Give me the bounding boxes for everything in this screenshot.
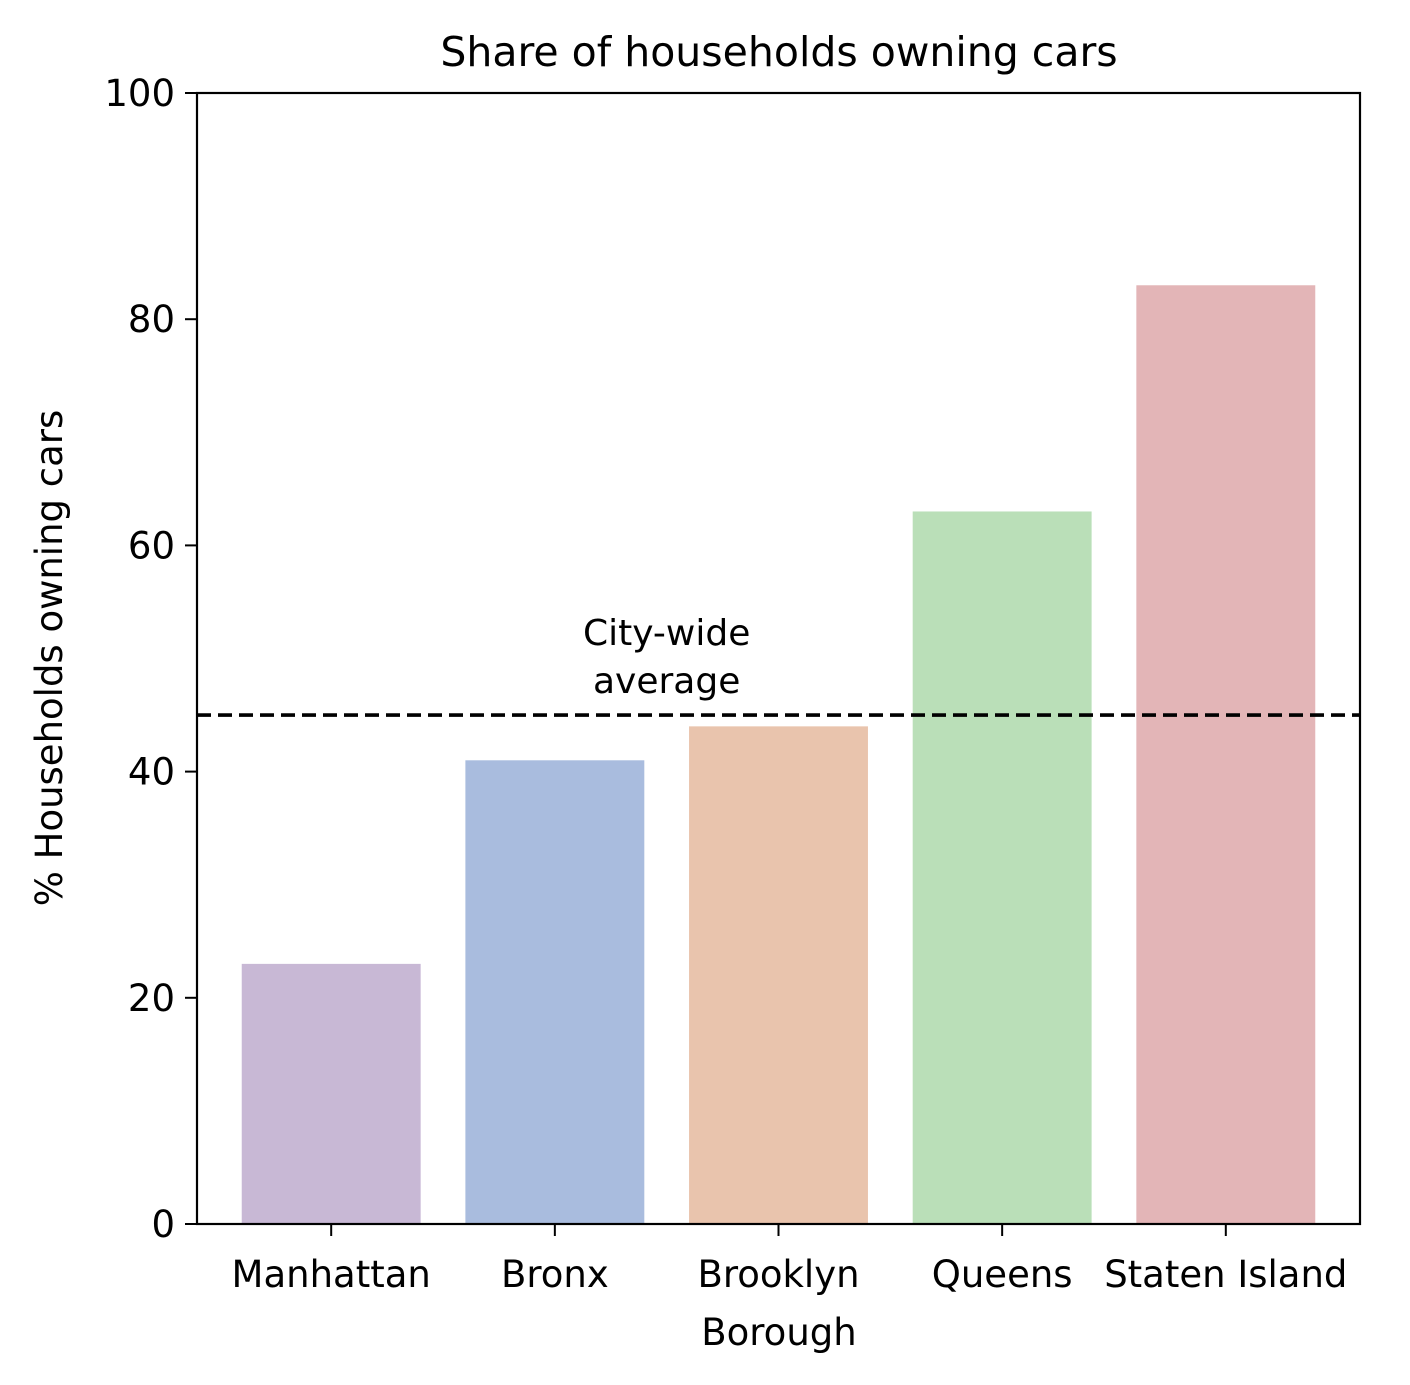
y-tick-label: 80 [128, 298, 175, 341]
y-tick-label: 20 [128, 977, 175, 1020]
y-tick-label: 100 [104, 72, 175, 115]
bar-queens [912, 511, 1092, 1225]
bar-brooklyn [689, 726, 868, 1224]
bar-manhattan [241, 963, 421, 1224]
y-tick-label: 40 [128, 751, 175, 794]
x-tick-label: Bronx [501, 1253, 609, 1296]
x-axis: Manhattan Bronx Brooklyn Queens Staten Islan… [232, 1224, 1347, 1296]
x-tick-label: Manhattan [232, 1253, 431, 1296]
reference-line-layer: City-wide average [197, 613, 1360, 717]
x-tick-label: Queens [932, 1253, 1073, 1296]
bar-bronx [465, 760, 645, 1224]
y-tick-label: 60 [128, 524, 175, 567]
chart-title: Share of households owning cars [440, 28, 1117, 76]
x-tick-label: Staten Island [1104, 1253, 1347, 1296]
bars-layer [241, 285, 1316, 1225]
y-tick-label: 0 [151, 1203, 175, 1246]
y-axis: 0 20 40 60 80 100 [104, 72, 197, 1246]
reference-line-label: City-wide [583, 613, 750, 654]
y-axis-label: % Households owning cars [28, 410, 71, 907]
reference-line-label: average [593, 661, 740, 702]
x-tick-label: Brooklyn [697, 1253, 859, 1296]
x-axis-label: Borough [701, 1311, 856, 1354]
bar-staten-island [1136, 285, 1316, 1224]
